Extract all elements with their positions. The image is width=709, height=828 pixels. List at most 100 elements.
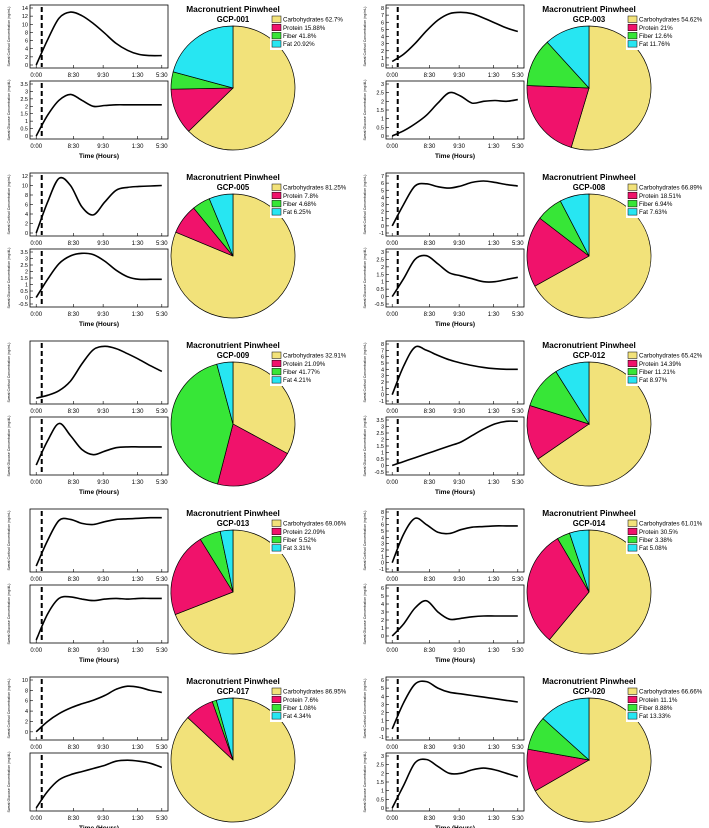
glucose-y-tick-label: 2: [381, 771, 384, 777]
cortisol-x-tick-label: 5:30: [156, 73, 168, 79]
cortisol-x-tick-label: 8:30: [68, 577, 80, 583]
glucose-y-tick-label: 1: [381, 789, 384, 795]
legend-swatch: [627, 695, 638, 703]
pie-slice-protein: [526, 538, 590, 641]
glucose-x-tick-label: 9:30: [97, 648, 109, 654]
glucose-y-axis-label: Sweat Glucose Concentration (mg/dL): [363, 752, 367, 813]
x-axis-label: Time (Hours): [79, 489, 119, 496]
cortisol-y-tick-label: 8: [25, 193, 28, 199]
glucose-plot-frame: [29, 248, 169, 308]
pie-subtitle: GCP-008: [573, 183, 606, 192]
cortisol-y-tick-label: 4: [25, 709, 28, 715]
legend-box: [626, 182, 702, 218]
glucose-y-tick-label: 2: [381, 618, 384, 624]
legend-entry: Protein 30.5%: [639, 529, 678, 536]
cortisol-x-tick-label: 0:00: [386, 577, 398, 583]
pie-slice-fat: [208, 193, 234, 257]
glucose-curve: [35, 93, 162, 137]
glucose-y-tick-label: 3: [381, 425, 384, 431]
cortisol-y-tick-label: 2: [25, 222, 28, 228]
legend-swatch: [627, 183, 638, 191]
glucose-x-tick-label: 0:00: [30, 648, 42, 654]
cortisol-y-tick-label: 3: [381, 542, 384, 548]
legend-swatch: [627, 712, 638, 720]
cortisol-y-tick-label: 0: [25, 63, 28, 69]
glucose-y-tick-label: 2: [381, 99, 384, 105]
legend-entry: Fiber 41.8%: [283, 33, 317, 40]
cortisol-y-tick-label: 0: [381, 224, 384, 230]
glucose-x-tick-label: 1:30: [488, 144, 500, 150]
glucose-curve: [391, 420, 518, 467]
pie-subtitle: GCP-017: [217, 687, 250, 696]
cortisol-y-tick-label: 2: [381, 548, 384, 554]
cortisol-x-tick-label: 1:30: [488, 745, 500, 751]
legend-swatch: [271, 15, 282, 23]
legend-entry: Fat 7.63%: [639, 209, 668, 216]
cortisol-x-tick-label: 5:30: [156, 241, 168, 247]
glucose-y-tick-label: 2.5: [20, 97, 28, 103]
glucose-y-axis-label: Sweat Glucose Concentration (mg/dL): [7, 248, 11, 309]
glucose-y-tick-label: 1: [381, 451, 384, 457]
pie-slice-fat: [555, 361, 590, 426]
legend-swatch: [627, 351, 638, 359]
cortisol-y-tick-label: 4: [381, 195, 384, 201]
cortisol-y-axis-label: Sweat Cortisol Concentration (ng/mL): [7, 175, 11, 235]
cortisol-x-tick-label: 0:00: [30, 241, 42, 247]
cortisol-curve: [35, 516, 162, 567]
glucose-y-tick-label: -0.5: [375, 302, 384, 308]
legend-swatch: [627, 191, 638, 199]
glucose-y-tick-label: 3: [381, 610, 384, 616]
glucose-x-tick-label: 8:30: [68, 312, 80, 318]
pie-slice-protein: [526, 405, 590, 460]
cortisol-y-axis-label: Sweat Cortisol Concentration (ng/mL): [363, 511, 367, 571]
glucose-x-tick-label: 8:30: [424, 648, 436, 654]
glucose-x-tick-label: 0:00: [30, 312, 42, 318]
glucose-x-tick-label: 0:00: [386, 648, 398, 654]
cortisol-x-tick-label: 5:30: [512, 241, 524, 247]
glucose-x-tick-label: 5:30: [156, 144, 168, 150]
glucose-y-tick-label: 1.5: [376, 272, 384, 278]
cortisol-plot-frame: [385, 676, 525, 741]
pie-title: Macronutrient Pinwheel: [542, 508, 636, 518]
cortisol-y-tick-label: 0: [381, 561, 384, 567]
cortisol-y-tick-label: 4: [381, 535, 384, 541]
glucose-curve: [35, 252, 162, 298]
cortisol-x-tick-label: 5:30: [512, 745, 524, 751]
glucose-x-tick-label: 8:30: [68, 816, 80, 822]
x-axis-label: Time (Hours): [435, 489, 475, 496]
legend-entry: Fat 8.97%: [639, 377, 668, 384]
glucose-curve: [391, 254, 518, 298]
glucose-x-tick-label: 5:30: [512, 480, 524, 486]
cortisol-x-tick-label: 8:30: [424, 745, 436, 751]
cortisol-y-tick-label: 1: [381, 217, 384, 223]
cortisol-x-tick-label: 1:30: [132, 409, 144, 415]
glucose-x-tick-label: 0:00: [30, 480, 42, 486]
legend-entry: Carbohydrates 62.7%: [283, 17, 343, 24]
legend-swatch: [271, 351, 282, 359]
pie-slice-carbohydrates: [534, 697, 652, 823]
glucose-x-tick-label: 1:30: [488, 648, 500, 654]
legend-entry: Protein 7.6%: [283, 697, 319, 704]
glucose-y-tick-label: 1: [25, 283, 28, 289]
legend-entry: Fat 4.21%: [283, 377, 312, 384]
cortisol-y-tick-label: 3: [381, 374, 384, 380]
legend-entry: Carbohydrates 54.62%: [639, 17, 703, 24]
cortisol-y-tick-label: 10: [22, 22, 28, 28]
cortisol-y-tick-label: -1: [379, 399, 384, 405]
glucose-y-tick-label: -0.5: [375, 470, 384, 476]
cortisol-x-tick-label: 9:30: [453, 745, 465, 751]
glucose-y-axis-label: Sweat Glucose Concentration (mg/dL): [7, 416, 11, 477]
cortisol-y-tick-label: 10: [22, 678, 28, 684]
cortisol-y-tick-label: 0: [25, 231, 28, 237]
legend-swatch: [627, 527, 638, 535]
pie-slice-fat: [215, 697, 234, 761]
glucose-plot-frame: [29, 584, 169, 644]
cortisol-y-tick-label: 4: [381, 694, 384, 700]
glucose-y-tick-label: 2: [381, 438, 384, 444]
cortisol-x-tick-label: 1:30: [488, 241, 500, 247]
cortisol-curve: [35, 685, 162, 733]
cortisol-y-tick-label: 2: [381, 210, 384, 216]
cortisol-x-tick-label: 8:30: [424, 73, 436, 79]
